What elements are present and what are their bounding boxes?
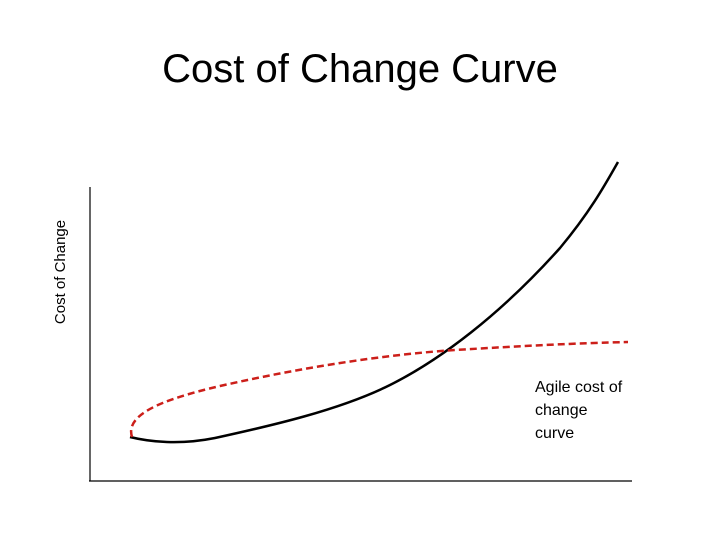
- annotation: Agile cost of change curve: [535, 379, 623, 442]
- annotation-line: Agile cost of: [535, 379, 623, 396]
- agile-curve: [129, 340, 629, 438]
- annotation-line: change: [535, 402, 588, 419]
- annotation-line: curve: [535, 425, 574, 442]
- y-axis-label: Cost of Change: [52, 220, 69, 324]
- traditional-curve: [129, 161, 620, 444]
- slide-title: Cost of Change Curve: [162, 47, 558, 91]
